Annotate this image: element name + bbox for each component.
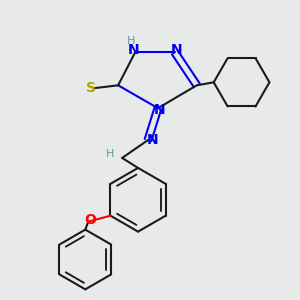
Text: N: N xyxy=(171,44,183,58)
Text: N: N xyxy=(154,103,166,117)
Text: N: N xyxy=(147,133,159,147)
Text: S: S xyxy=(86,81,96,95)
Text: O: O xyxy=(84,213,96,227)
Text: N: N xyxy=(127,44,139,58)
Text: H: H xyxy=(127,35,135,46)
Text: H: H xyxy=(106,149,114,159)
